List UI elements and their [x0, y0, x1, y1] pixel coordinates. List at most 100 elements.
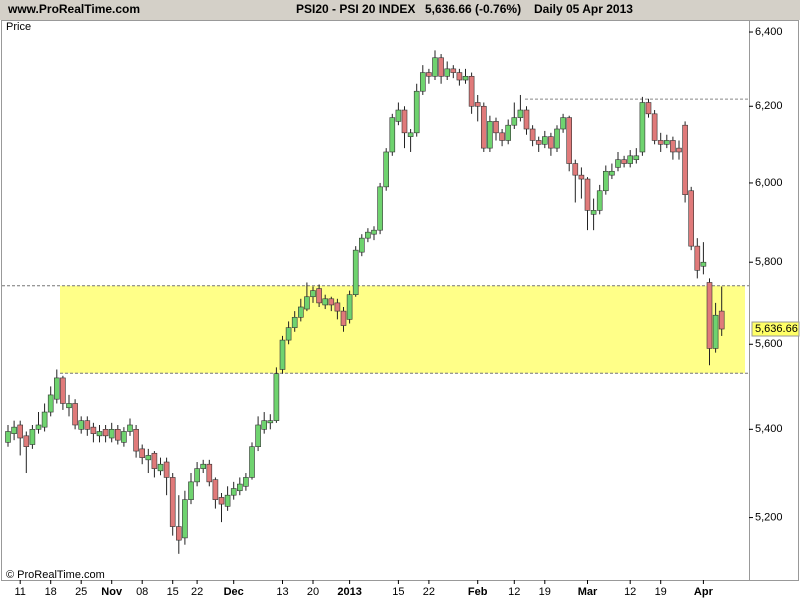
x-tick-label: 13 [276, 586, 288, 598]
x-tick-label: Dec [224, 586, 244, 598]
x-tick-label: 08 [136, 586, 148, 598]
candle-body [694, 245, 701, 271]
candle-body [102, 429, 109, 437]
candle-body [188, 481, 194, 500]
candle-body [493, 121, 499, 134]
candle-body [41, 411, 48, 428]
candle-body [249, 446, 255, 478]
candle-body [304, 296, 310, 310]
instrument: PSI20 - PSI 20 INDEX [296, 2, 415, 16]
candle-body [444, 68, 451, 77]
candle-body [511, 117, 518, 126]
candle-body [462, 75, 469, 81]
candle-body [419, 72, 426, 92]
candle-body [590, 210, 597, 215]
candle-body [127, 424, 133, 432]
candle-body [651, 113, 658, 141]
candle-body [523, 109, 530, 130]
candle-body [96, 431, 103, 437]
candle-body [237, 483, 243, 492]
candle-body [182, 499, 188, 539]
candle-body [47, 394, 54, 413]
candle-body [72, 403, 78, 426]
candle-body [438, 57, 444, 77]
candle-body [657, 140, 664, 145]
candle-body [474, 102, 481, 107]
candle-body [688, 190, 695, 247]
candle-body [535, 140, 542, 145]
candle-body [352, 249, 359, 295]
candle-body [176, 526, 182, 541]
candle-body [426, 72, 432, 77]
x-tick-label: Nov [101, 586, 123, 598]
candle-body [255, 424, 261, 448]
candle-body [218, 497, 225, 505]
candle-body [615, 159, 621, 168]
candle-body [706, 282, 713, 349]
candle-body [517, 109, 524, 118]
x-tick-label: Mar [578, 586, 598, 598]
header-bar [0, 0, 800, 20]
candle-body [487, 121, 493, 149]
candle-body [365, 231, 371, 239]
candle-body [121, 431, 127, 443]
candle-body [291, 316, 298, 328]
candle-body [200, 463, 206, 469]
period: Daily [534, 2, 563, 16]
candle-body [627, 155, 634, 164]
candle-body [29, 429, 36, 445]
candle-body [602, 170, 609, 192]
candle-body [206, 463, 213, 483]
candle-body [621, 159, 627, 164]
panel-label: Price [6, 21, 31, 33]
candle-body [383, 151, 390, 188]
candle-body [377, 186, 383, 231]
candle-body [224, 494, 231, 507]
candle-body [212, 479, 219, 500]
last-price-box [751, 321, 800, 337]
candle-body [230, 488, 237, 496]
candle-body [285, 327, 292, 341]
date: 05 Apr 2013 [566, 2, 633, 16]
candle-body [243, 477, 249, 487]
y-tick-label: 6,400 [755, 26, 783, 38]
candle-body [297, 306, 304, 318]
candle-body [548, 136, 554, 149]
candle-body [566, 117, 573, 164]
footer: © ProRealTime.com [6, 569, 105, 581]
candle-body [633, 155, 640, 160]
candle-body [639, 102, 646, 153]
y-axis-panel [749, 20, 799, 581]
x-tick-label: 12 [624, 586, 636, 598]
candle-body [676, 147, 682, 153]
x-tick-label: 18 [45, 586, 57, 598]
candle-body [35, 424, 42, 430]
candle-body [645, 102, 652, 115]
x-tick-label: 11 [14, 586, 25, 598]
candle-body [584, 178, 591, 211]
x-tick-label: Feb [468, 586, 488, 598]
candle-body [413, 90, 420, 134]
candle-body [145, 455, 152, 461]
x-tick-label: 22 [191, 586, 203, 598]
candle-body [682, 124, 688, 195]
x-tick-label: 25 [75, 586, 87, 598]
x-tick-label: Apr [694, 586, 714, 598]
x-tick-label: 19 [539, 586, 551, 598]
candle-body [450, 68, 457, 73]
candle-body [60, 377, 66, 404]
candle-body [133, 429, 139, 452]
candle-body [609, 170, 615, 176]
quote: 5,636.66 (-0.76%) [425, 2, 521, 16]
candle-body [407, 132, 414, 137]
candle-body [310, 290, 316, 298]
site-name: www.ProRealTime.com [7, 2, 140, 16]
candle-body [468, 75, 475, 107]
candle-body [371, 229, 377, 235]
candle-body [395, 109, 402, 122]
candle-body [572, 163, 579, 176]
candle-body [17, 424, 24, 439]
candle-body [456, 72, 463, 81]
